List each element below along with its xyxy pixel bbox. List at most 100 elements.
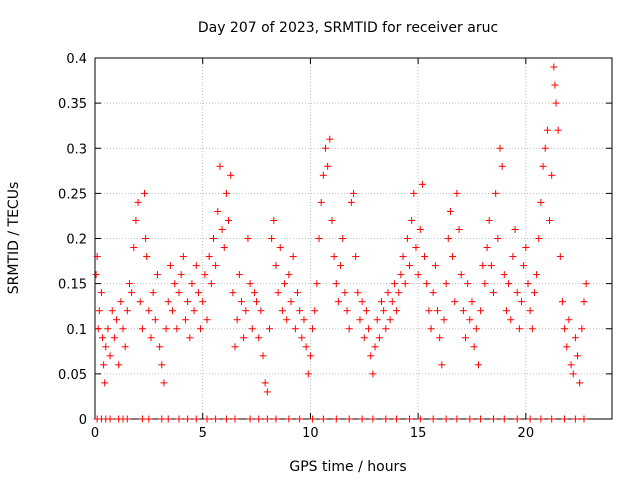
data-point <box>380 307 388 315</box>
data-point <box>485 216 493 224</box>
data-point <box>309 325 317 333</box>
y-tick-label: 0 <box>79 413 87 428</box>
data-point <box>332 280 340 288</box>
data-point <box>561 415 569 423</box>
data-point <box>365 325 373 333</box>
data-point <box>145 307 153 315</box>
y-tick-label: 0.25 <box>58 187 87 202</box>
data-point <box>556 253 564 261</box>
data-point <box>487 262 495 270</box>
data-point <box>537 198 545 206</box>
data-point <box>524 280 532 288</box>
data-point <box>255 334 263 342</box>
data-point <box>115 361 123 369</box>
data-point <box>177 271 185 279</box>
data-point <box>151 316 159 324</box>
data-point <box>250 289 258 297</box>
data-point <box>567 361 575 369</box>
y-tick-label: 0.4 <box>66 52 87 67</box>
data-point <box>375 334 383 342</box>
data-point <box>142 235 150 242</box>
data-point <box>175 415 183 423</box>
data-point <box>406 262 414 270</box>
data-point <box>265 325 273 333</box>
data-point <box>274 289 282 297</box>
data-point <box>492 189 500 197</box>
data-point <box>229 289 237 297</box>
data-point <box>455 225 463 233</box>
data-point <box>311 307 319 315</box>
data-point <box>121 343 129 351</box>
data-point <box>192 415 200 423</box>
data-point <box>373 316 381 324</box>
data-point <box>113 316 121 324</box>
x-tick-label: 0 <box>91 426 99 441</box>
data-point <box>194 289 202 297</box>
data-point <box>399 253 407 261</box>
y-tick-label: 0.35 <box>58 97 87 112</box>
data-point <box>406 415 414 423</box>
data-point <box>416 225 424 233</box>
data-point <box>179 253 187 261</box>
data-point <box>272 415 280 423</box>
data-point <box>513 415 521 423</box>
data-point <box>451 298 459 306</box>
data-point <box>498 162 506 170</box>
data-point <box>287 298 295 306</box>
data-point <box>561 325 569 333</box>
data-point <box>235 271 243 279</box>
data-point <box>425 307 433 315</box>
data-point <box>291 325 299 333</box>
data-point <box>393 415 401 423</box>
data-point <box>300 316 308 324</box>
data-point <box>537 415 545 423</box>
data-point <box>403 235 411 242</box>
data-point <box>518 298 526 306</box>
data-point <box>164 298 172 306</box>
data-point <box>100 361 108 369</box>
data-point <box>551 81 559 89</box>
data-point <box>401 280 409 288</box>
data-point <box>158 361 166 369</box>
data-point <box>209 235 217 242</box>
data-point <box>453 189 461 197</box>
x-axis-ticks: 0 5 10 15 20 <box>91 58 534 441</box>
data-point <box>132 216 140 224</box>
data-point <box>477 307 485 315</box>
data-point <box>502 307 510 315</box>
data-point <box>438 361 446 369</box>
data-point <box>225 216 233 224</box>
data-point <box>548 171 556 179</box>
grid-lines <box>95 58 612 419</box>
data-point <box>102 343 110 351</box>
data-point <box>520 262 528 270</box>
data-point <box>479 262 487 270</box>
data-point <box>181 316 189 324</box>
data-point <box>457 271 465 279</box>
data-point <box>352 253 360 261</box>
data-point <box>388 298 396 306</box>
data-point <box>332 415 340 423</box>
data-point <box>395 289 403 297</box>
data-point <box>505 280 513 288</box>
data-point <box>240 334 248 342</box>
data-point <box>92 271 100 279</box>
data-point <box>156 343 164 351</box>
data-point <box>101 379 109 387</box>
data-point <box>477 415 485 423</box>
data-point <box>541 144 549 152</box>
y-tick-label: 0.1 <box>66 323 87 338</box>
data-point <box>207 280 215 288</box>
data-point <box>302 343 310 351</box>
data-point <box>384 289 392 297</box>
data-point <box>571 334 579 342</box>
data-point <box>563 343 571 351</box>
data-point <box>212 262 220 270</box>
data-point <box>192 262 200 270</box>
data-point <box>535 235 543 242</box>
data-point <box>578 325 586 333</box>
data-point <box>326 135 334 143</box>
data-point <box>453 415 461 423</box>
data-point <box>190 307 198 315</box>
data-point <box>354 289 362 297</box>
